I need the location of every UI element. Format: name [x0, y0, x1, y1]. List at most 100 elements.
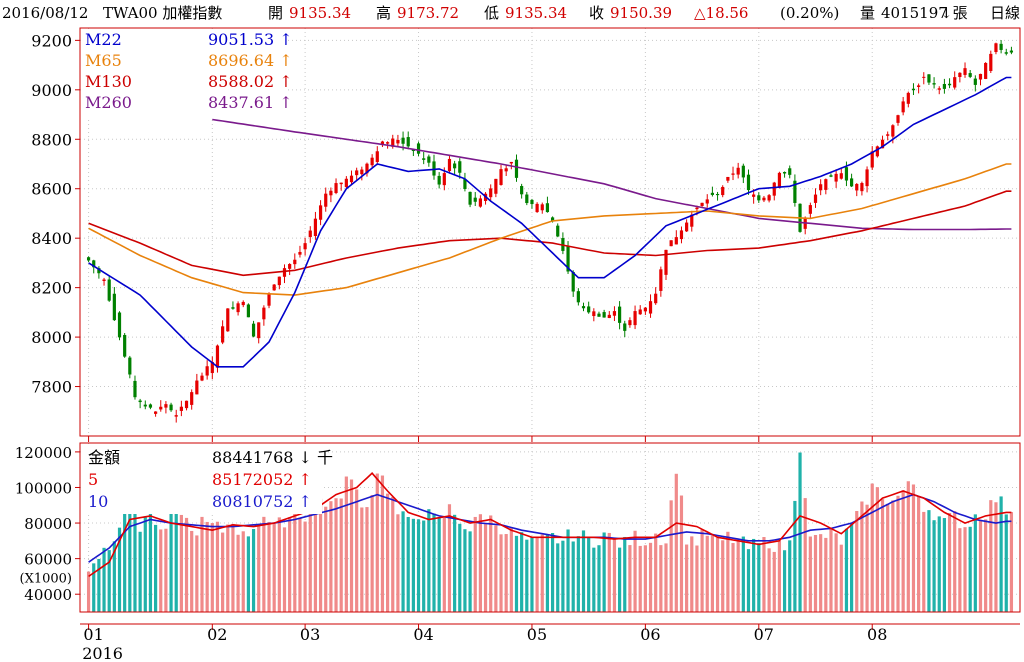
candle-up	[839, 173, 843, 179]
volume-bar-up	[184, 517, 189, 612]
candle-down	[416, 143, 421, 154]
candle-up	[813, 194, 818, 203]
candle-up	[349, 175, 354, 183]
candle-down	[406, 137, 410, 147]
volume-bar-up	[700, 529, 704, 612]
candle-up	[308, 230, 312, 238]
candle-down	[597, 313, 601, 317]
volume-bar-down	[602, 532, 606, 612]
volume-bar-down	[597, 545, 601, 612]
candle-down	[231, 307, 235, 309]
volume-bar-up	[313, 493, 318, 612]
candle-up	[396, 139, 400, 144]
volume-bar-up	[489, 515, 493, 612]
candle-down	[128, 357, 132, 375]
candle-up	[386, 142, 390, 144]
candle-up	[963, 68, 967, 75]
high-label: 高	[376, 4, 392, 22]
volume-bar-down	[525, 539, 529, 612]
candle-up	[210, 361, 214, 374]
candle-down	[741, 165, 745, 178]
candle-up	[355, 170, 359, 176]
volume-bar-down	[514, 535, 519, 612]
volume-bar-up	[1009, 512, 1014, 612]
volume-bar-up	[277, 517, 281, 612]
volume-bar-up	[298, 518, 302, 612]
candle-up	[174, 415, 178, 417]
candle-up	[731, 173, 735, 175]
high-value: 9173.72	[397, 4, 460, 22]
volume-bar-up	[855, 510, 859, 612]
candle-down	[411, 149, 415, 152]
volume-bar-up	[210, 523, 214, 612]
candle-up	[241, 301, 245, 306]
volume-tick-label: 60000	[24, 551, 72, 569]
volume-bar-up	[540, 534, 544, 612]
candle-down	[550, 217, 555, 222]
candle-up	[499, 169, 503, 185]
candle-up	[236, 303, 240, 313]
candle-down	[530, 199, 534, 205]
candle-up	[777, 172, 782, 188]
volume-bar-down	[623, 536, 627, 612]
candle-down	[138, 400, 142, 403]
candle-down	[947, 83, 952, 86]
candle-up	[669, 240, 673, 247]
candle-up	[272, 284, 276, 291]
volume-bar-up	[391, 497, 395, 612]
candle-up	[190, 392, 194, 405]
price-legend-label: M65	[85, 51, 122, 70]
volume-bar-up	[685, 544, 689, 612]
candle-down	[968, 73, 972, 77]
candle-down	[92, 260, 96, 268]
candle-up	[674, 237, 678, 245]
change-value: △18.56	[694, 4, 749, 22]
candle-up	[282, 268, 287, 277]
close-value: 9150.39	[610, 4, 673, 22]
volume-bar-up	[762, 537, 766, 612]
volume-bar-up	[499, 534, 503, 612]
candle-down	[932, 83, 936, 85]
volume-bar-up	[195, 535, 199, 612]
candle-up	[447, 158, 452, 172]
volume-bar-up	[803, 498, 807, 612]
price-legend-value: 8696.64 ↑	[208, 51, 293, 70]
candle-up	[184, 400, 189, 409]
volume-bar-up	[365, 507, 369, 612]
volume-bar-down	[973, 514, 977, 612]
candle-up	[298, 251, 302, 255]
volume-bar-up	[282, 527, 287, 612]
volume-bar-down	[92, 563, 96, 612]
volume-bar-up	[654, 533, 658, 612]
candle-up	[628, 320, 632, 326]
price-legend-label: M130	[85, 72, 132, 91]
candle-up	[752, 194, 756, 197]
volume-bar-up	[870, 483, 874, 612]
volume-bar-up	[819, 534, 823, 612]
volume-bar-up	[494, 525, 498, 612]
volume-bar-down	[576, 536, 580, 612]
quote-header: 2016/08/12 TWA00 加權指數 開 9135.34 高 9173.7…	[0, 0, 1024, 26]
volume-bar-down	[102, 547, 106, 612]
volume-bar-up	[607, 532, 611, 612]
volume-bar-up	[633, 530, 637, 612]
candle-up	[953, 77, 957, 88]
month-label: 01	[83, 625, 103, 644]
volume-bar-up	[344, 476, 348, 612]
volume-legend-label: 5	[88, 470, 98, 489]
volume-bar-down	[169, 511, 173, 612]
volume-bar-up	[329, 501, 333, 612]
volume-bar-up	[808, 536, 812, 612]
month-label: 02	[207, 625, 227, 644]
volume-bar-up	[318, 498, 323, 612]
candle-up	[592, 311, 596, 317]
volume-bar-down	[581, 530, 586, 612]
volume-tick-label: 100000	[15, 479, 72, 497]
volume-bar-down	[1004, 514, 1008, 612]
candle-down	[525, 194, 529, 204]
volume-bar-up	[334, 498, 338, 612]
volume-bar-up	[886, 503, 890, 612]
volume-bar-up	[215, 521, 220, 612]
volume-bar-down	[566, 529, 570, 612]
volume-legend-value: 85172052 ↑	[212, 470, 312, 489]
